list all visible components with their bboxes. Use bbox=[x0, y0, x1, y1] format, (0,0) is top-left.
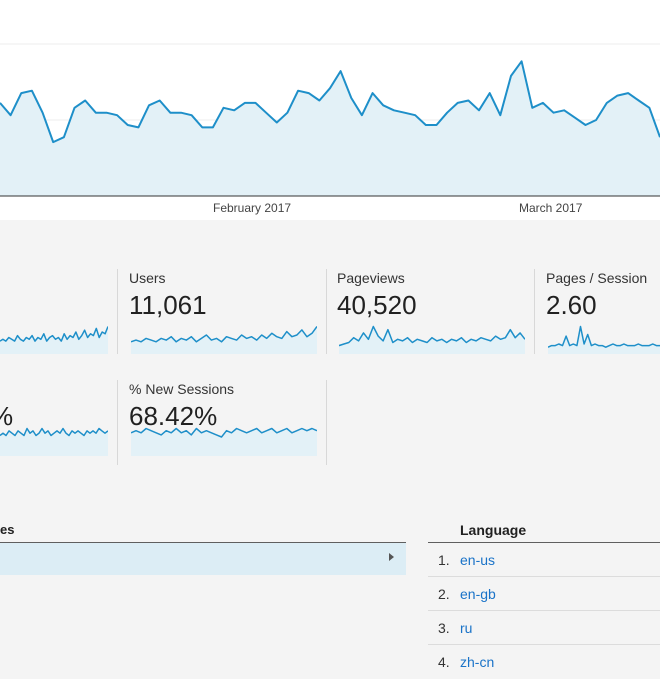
selected-dimension-row[interactable] bbox=[0, 543, 406, 575]
metric-bounce-rate[interactable]: % bbox=[0, 381, 110, 465]
metric-value-users: 11,061 bbox=[129, 290, 207, 320]
chevron-right-icon[interactable] bbox=[389, 553, 394, 561]
sparkline-line bbox=[0, 427, 108, 437]
metric-divider bbox=[534, 269, 535, 354]
metric-value-new-sessions: 68.42% bbox=[129, 401, 218, 431]
language-link[interactable]: zh-cn bbox=[460, 654, 495, 670]
metric-value-pages-session: 2.60 bbox=[546, 290, 597, 320]
row-number: 4. bbox=[438, 654, 450, 670]
metric-value-pageviews: 40,520 bbox=[337, 290, 417, 320]
sparkline-area bbox=[339, 326, 525, 354]
trend-area bbox=[0, 61, 660, 196]
sparkline-pageviews bbox=[339, 325, 525, 354]
sparkline-area bbox=[0, 428, 108, 456]
metric-name-pageviews: Pageviews bbox=[337, 270, 405, 286]
metric-divider bbox=[117, 269, 118, 354]
table-header-rule bbox=[0, 542, 406, 543]
sparkline-area bbox=[548, 326, 660, 354]
metric-divider bbox=[326, 380, 327, 465]
metric-name-new-sessions: % New Sessions bbox=[129, 381, 235, 397]
language-link[interactable]: en-gb bbox=[460, 586, 496, 602]
metric-new-sessions[interactable]: % New Sessions 68.42% bbox=[129, 381, 319, 465]
table-row: 1. en-us bbox=[428, 543, 660, 577]
dimension-table-header[interactable]: es bbox=[0, 522, 15, 537]
sparkline-sessions bbox=[0, 326, 108, 354]
row-divider bbox=[428, 576, 660, 577]
row-number: 1. bbox=[438, 552, 450, 568]
sparkline-pages-session bbox=[548, 325, 660, 354]
table-row: 4. zh-cn bbox=[428, 645, 660, 679]
metric-users[interactable]: Users 11,061 bbox=[129, 270, 319, 354]
language-column-header[interactable]: Language bbox=[460, 522, 527, 538]
sparkline-area bbox=[131, 428, 317, 456]
table-header-rule bbox=[428, 542, 660, 543]
row-divider bbox=[428, 610, 660, 611]
metric-divider bbox=[326, 269, 327, 354]
metric-value: % bbox=[0, 401, 13, 432]
sparkline-line bbox=[131, 427, 317, 438]
metric-name-pages-session: Pages / Session bbox=[546, 270, 648, 286]
trend-chart-svg bbox=[0, 43, 660, 197]
row-number: 3. bbox=[438, 620, 450, 636]
table-row: 3. ru bbox=[428, 611, 660, 645]
sparkline-bounce-rate bbox=[0, 427, 108, 456]
x-axis-label-march: March 2017 bbox=[519, 201, 583, 215]
sparkline-line bbox=[0, 326, 108, 342]
sparkline-users bbox=[131, 326, 317, 354]
sparkline-line bbox=[548, 325, 660, 348]
sparkline-area bbox=[0, 326, 108, 354]
metric-pages-per-session[interactable]: Pages / Session 2.60 bbox=[546, 270, 660, 354]
language-link[interactable]: ru bbox=[460, 620, 473, 636]
x-axis-label-february: February 2017 bbox=[213, 201, 292, 215]
metric-pageviews[interactable]: Pageviews 40,520 bbox=[337, 270, 527, 354]
sparkline-line bbox=[339, 325, 525, 347]
row-divider bbox=[428, 644, 660, 645]
metric-name-users: Users bbox=[129, 270, 166, 286]
language-link[interactable]: en-us bbox=[460, 552, 496, 568]
table-row: 2. en-gb bbox=[428, 577, 660, 611]
trend-line bbox=[0, 60, 660, 144]
row-number: 2. bbox=[438, 586, 450, 602]
sparkline-new-sessions bbox=[131, 427, 317, 456]
metric-divider bbox=[117, 380, 118, 465]
sparkline-line bbox=[131, 326, 317, 343]
sessions-trend-chart: February 2017 March 2017 bbox=[0, 0, 660, 220]
